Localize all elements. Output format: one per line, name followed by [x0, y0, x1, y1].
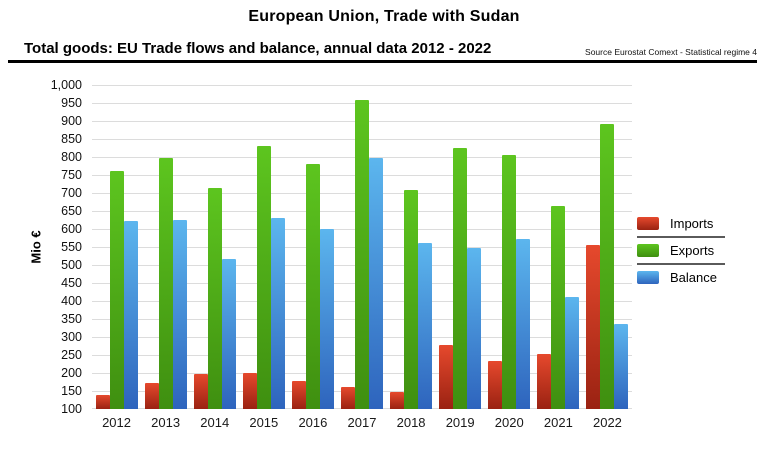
x-tick-label: 2017: [347, 415, 377, 430]
bar-exports-2021: [551, 205, 566, 409]
chart-subtitle: Total goods: EU Trade flows and balance,…: [24, 40, 492, 57]
bar-balance-2015: [270, 217, 285, 409]
bar-balance-2013: [172, 220, 187, 409]
bar-balance-2019: [467, 248, 482, 409]
bar-exports-2013: [158, 158, 173, 409]
y-tick-label: 450: [61, 276, 82, 290]
bar-imports-2017: [341, 387, 355, 409]
y-tick-label: 750: [61, 168, 82, 182]
bar-exports-2015: [256, 145, 271, 409]
y-tick-label: 800: [61, 150, 82, 164]
bar-balance-2017: [369, 158, 383, 409]
legend-divider: [637, 263, 725, 265]
bar-balance-2022: [614, 324, 629, 409]
y-tick-label: 100: [61, 402, 82, 416]
bar-imports-2018: [390, 391, 405, 409]
bar-balance-2020: [516, 239, 531, 409]
x-tick-label: 2015: [249, 415, 279, 430]
bar-balance-2021: [565, 297, 580, 409]
bar-exports-2014: [207, 187, 222, 409]
x-axis-tick-labels: 2012 2013 2014 2015 2016 2017 2018 2019 2020 2021…: [92, 415, 632, 435]
bar-exports-2022: [600, 124, 615, 409]
y-tick-label: 300: [61, 330, 82, 344]
y-tick-label: 350: [61, 312, 82, 326]
bar-imports-2021: [537, 353, 552, 409]
plot-area: [92, 85, 632, 409]
legend: Imports Exports Balance: [637, 211, 725, 290]
x-tick-label: 2019: [445, 415, 475, 430]
legend-item-imports: Imports: [637, 211, 725, 236]
y-tick-label: 650: [61, 204, 82, 218]
bar-exports-2018: [404, 189, 419, 409]
y-tick-label: 150: [61, 384, 82, 398]
bar-balance-2012: [123, 221, 138, 409]
x-tick-label: 2018: [396, 415, 426, 430]
subtitle-rule: Total goods: EU Trade flows and balance,…: [8, 32, 757, 63]
x-tick-label: 2014: [200, 415, 230, 430]
imports-swatch-icon: [637, 217, 659, 230]
bar-balance-2014: [221, 258, 236, 409]
bar-imports-2013: [144, 382, 159, 409]
legend-divider: [637, 236, 725, 238]
x-tick-label: 2012: [102, 415, 131, 430]
chart-title: European Union, Trade with Sudan: [248, 8, 520, 25]
y-axis-tick-labels: 100 150 200 250 300 350 400 450 500 550 600 650 700 7…: [0, 78, 86, 416]
gridline: [92, 85, 632, 86]
x-tick-label: 2021: [543, 415, 573, 430]
bar-exports-2019: [453, 148, 468, 409]
y-tick-label: 400: [61, 294, 82, 308]
x-tick-label: 2020: [494, 415, 524, 430]
balance-swatch-icon: [637, 271, 659, 284]
bar-imports-2015: [242, 373, 257, 409]
legend-item-exports: Exports: [637, 238, 725, 263]
bar-imports-2016: [291, 380, 306, 409]
bar-balance-2018: [418, 243, 433, 409]
x-tick-label: 2016: [298, 415, 328, 430]
y-tick-label: 900: [61, 114, 82, 128]
source-note: Source Eurostat Comext - Statistical reg…: [585, 47, 757, 57]
y-tick-label: 950: [61, 96, 82, 110]
bar-exports-2016: [305, 164, 320, 409]
bar-balance-2016: [319, 228, 334, 409]
y-tick-label: 200: [61, 366, 82, 380]
legend-label: Balance: [670, 270, 717, 285]
bar-exports-2020: [502, 154, 517, 409]
x-tick-label: 2022: [592, 415, 622, 430]
exports-swatch-icon: [637, 244, 659, 257]
bar-imports-2020: [488, 360, 503, 409]
legend-item-balance: Balance: [637, 265, 725, 290]
legend-label: Imports: [670, 216, 714, 231]
y-tick-label: 250: [61, 348, 82, 362]
y-tick-label: 700: [61, 186, 82, 200]
legend-label: Exports: [670, 243, 715, 258]
bar-imports-2019: [439, 345, 454, 409]
bar-exports-2017: [355, 100, 369, 409]
y-tick-label: 850: [61, 132, 82, 146]
x-tick-label: 2013: [151, 415, 181, 430]
y-tick-label: 600: [61, 222, 82, 236]
bar-exports-2012: [109, 170, 124, 409]
y-tick-label: 550: [61, 240, 82, 254]
y-tick-label: 500: [61, 258, 82, 272]
bar-imports-2012: [95, 394, 110, 409]
bar-imports-2022: [586, 245, 601, 409]
y-tick-label: 1,000: [50, 78, 82, 92]
bar-imports-2014: [193, 373, 208, 409]
